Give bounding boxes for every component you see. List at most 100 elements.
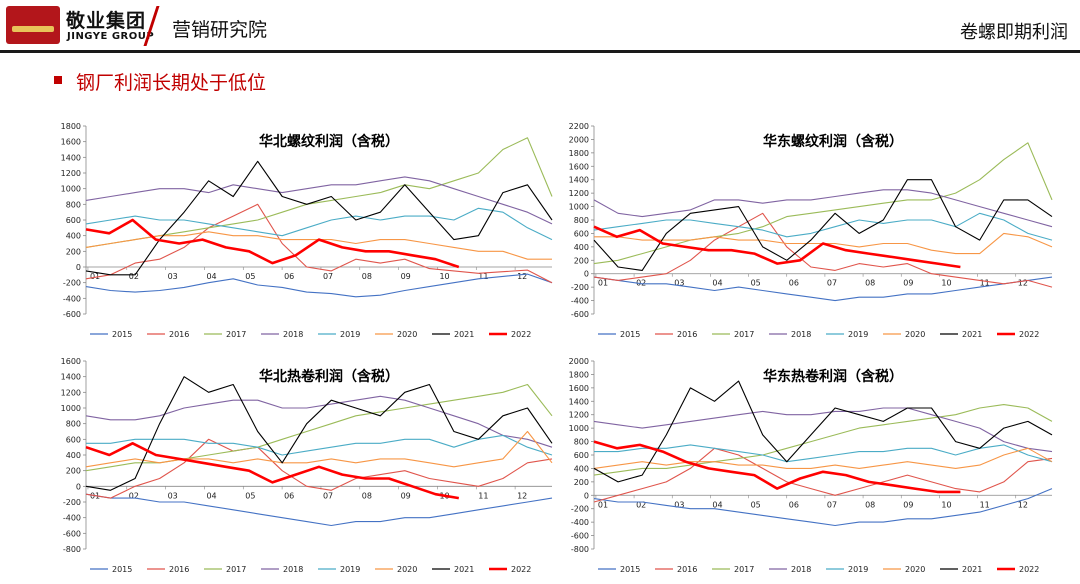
legend-label-2018: 2018 — [283, 565, 303, 574]
x-tick-label: 12 — [1018, 500, 1028, 509]
y-tick-label: -400 — [63, 294, 81, 303]
y-tick-label: 1000 — [569, 203, 589, 212]
x-tick-label: 04 — [206, 491, 216, 500]
y-tick-label: 1000 — [61, 185, 81, 194]
x-tick-label: 05 — [245, 491, 255, 500]
x-tick-label: 03 — [674, 279, 684, 288]
y-tick-label: 1200 — [61, 169, 81, 178]
x-tick-label: 04 — [712, 500, 722, 509]
legend-label-2020: 2020 — [905, 565, 925, 574]
y-tick-label: -600 — [63, 310, 81, 319]
x-tick-label: 03 — [168, 272, 178, 281]
y-tick-label: -800 — [571, 545, 589, 554]
x-tick-label: 11 — [478, 491, 488, 500]
series-line-2017 — [593, 404, 1053, 476]
y-tick-label: 800 — [66, 200, 81, 209]
y-tick-label: -400 — [63, 514, 81, 523]
x-tick-label: 12 — [1018, 279, 1028, 288]
chart-huabei-hotcoil: -800 -600 -400 -200 0 200 400 600 800 1000 1200 140… — [61, 357, 553, 574]
y-tick-label: 1800 — [61, 122, 81, 131]
x-tick-label: 06 — [284, 491, 294, 500]
series-line-2019 — [86, 434, 553, 456]
legend-label-2016: 2016 — [169, 565, 189, 574]
series-line-2017 — [85, 383, 553, 472]
x-tick-label: 09 — [903, 500, 913, 509]
series-line-2021 — [85, 160, 553, 276]
x-tick-label: 12 — [517, 491, 527, 500]
legend-label-2017: 2017 — [226, 565, 246, 574]
series-line-2019 — [85, 207, 553, 241]
chart-title: 华北螺纹利润（含税） — [259, 133, 399, 150]
legend-label-2019: 2019 — [340, 330, 360, 339]
y-tick-label: 600 — [66, 435, 81, 444]
y-tick-label: 200 — [574, 478, 589, 487]
x-tick-label: 02 — [636, 500, 646, 509]
legend-label-2021: 2021 — [454, 565, 474, 574]
x-tick-label: 04 — [712, 279, 722, 288]
x-tick-label: 01 — [598, 500, 608, 509]
x-tick-label: 06 — [789, 500, 799, 509]
legend-label-2022: 2022 — [511, 565, 531, 574]
y-tick-label: 400 — [66, 232, 81, 241]
y-tick-label: 1400 — [569, 176, 589, 185]
series-line-2022 — [85, 442, 460, 500]
x-tick-label: 07 — [827, 279, 837, 288]
chart-huadong-hotcoil: -800 -600 -400 -200 0 200 400 600 800 1000 1200 140… — [569, 357, 1053, 574]
x-tick-label: 05 — [751, 500, 761, 509]
y-tick-label: 0 — [76, 263, 81, 272]
chart-huabei-rebar: -600 -400 -200 0 200 400 600 800 1000 1200 1400 160… — [61, 122, 553, 339]
legend-label-2019: 2019 — [340, 565, 360, 574]
y-tick-label: -200 — [571, 283, 589, 292]
series-line-2021 — [85, 376, 553, 491]
section-title: 钢厂利润长期处于低位 — [76, 72, 267, 94]
legend-label-2021: 2021 — [962, 330, 982, 339]
x-tick-label: 11 — [980, 279, 990, 288]
y-tick-label: -400 — [571, 297, 589, 306]
header-rule — [0, 50, 1080, 53]
x-tick-label: 05 — [751, 279, 761, 288]
legend-label-2015: 2015 — [112, 330, 132, 339]
x-tick-label: 12 — [517, 272, 527, 281]
x-tick-label: 06 — [284, 272, 294, 281]
series-line-2022 — [593, 225, 961, 269]
y-tick-label: 800 — [574, 438, 589, 447]
y-tick-label: 1200 — [61, 388, 81, 397]
y-tick-label: 1600 — [61, 138, 81, 147]
y-tick-label: 1200 — [569, 189, 589, 198]
y-tick-label: 0 — [584, 491, 589, 500]
series-line-2020 — [593, 447, 1053, 469]
series-line-2019 — [594, 444, 1053, 463]
legend-label-2020: 2020 — [397, 565, 417, 574]
x-tick-label: 08 — [362, 491, 372, 500]
x-tick-label: 10 — [439, 272, 449, 281]
y-tick-label: -800 — [63, 545, 81, 554]
series-line-2015 — [85, 493, 553, 527]
x-tick-label: 01 — [598, 279, 608, 288]
y-tick-label: 1400 — [569, 397, 589, 406]
y-tick-label: 600 — [66, 216, 81, 225]
legend-label-2022: 2022 — [511, 330, 531, 339]
legend-label-2017: 2017 — [734, 565, 754, 574]
y-tick-label: -600 — [63, 529, 81, 538]
x-tick-label: 07 — [827, 500, 837, 509]
brand-name-cn: 敬业集团 — [66, 10, 147, 32]
series-line-2021 — [593, 380, 1053, 483]
legend-label-2016: 2016 — [169, 330, 189, 339]
x-tick-label: 02 — [129, 491, 139, 500]
x-tick-label: 11 — [478, 272, 488, 281]
x-tick-label: 08 — [865, 500, 875, 509]
legend-label-2022: 2022 — [1019, 565, 1039, 574]
x-tick-label: 10 — [941, 279, 951, 288]
y-tick-label: -600 — [571, 532, 589, 541]
series-line-2015 — [593, 488, 1053, 527]
legend-label-2017: 2017 — [734, 330, 754, 339]
series-line-2018 — [593, 407, 1053, 453]
x-tick-label: 02 — [129, 272, 139, 281]
legend-label-2018: 2018 — [283, 330, 303, 339]
series-line-2022 — [593, 440, 961, 494]
y-tick-label: 1000 — [61, 404, 81, 413]
y-tick-label: 1400 — [61, 153, 81, 162]
y-tick-label: -400 — [571, 518, 589, 527]
legend-label-2020: 2020 — [905, 330, 925, 339]
y-tick-label: 600 — [574, 229, 589, 238]
